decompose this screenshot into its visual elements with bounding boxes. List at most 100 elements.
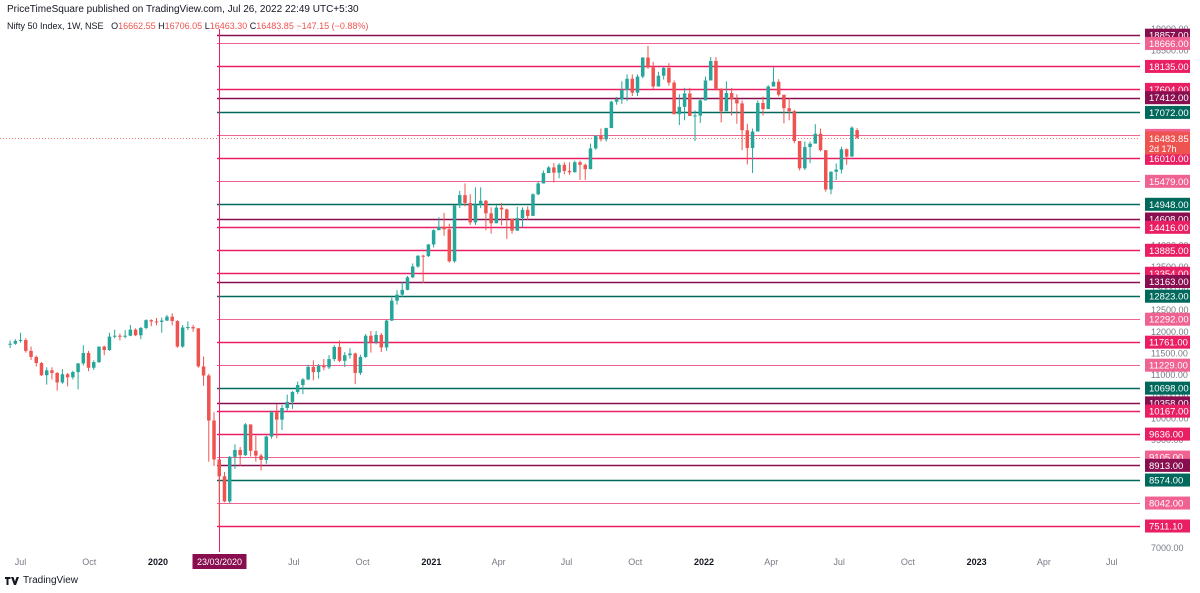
candle-body — [363, 335, 368, 357]
candle — [353, 352, 357, 385]
level-label-bg — [1145, 335, 1190, 349]
candle-body — [133, 329, 138, 336]
candle — [787, 98, 791, 121]
last-price-bg — [1145, 131, 1190, 155]
time-scale: Jul Oct 2020 Jul Oct 2021 Apr Jul Oct 2022 Apr Jul O… — [15, 554, 1118, 569]
candle — [92, 360, 96, 370]
candle — [745, 123, 750, 165]
candle-body — [207, 375, 211, 421]
candle — [264, 435, 269, 464]
candle-body — [667, 67, 671, 83]
candle — [510, 218, 514, 234]
candle-body — [782, 94, 786, 109]
candle-body — [593, 135, 598, 149]
candle — [410, 263, 415, 279]
candle — [212, 412, 216, 466]
level-label-bg — [1145, 36, 1190, 50]
candle — [813, 124, 818, 144]
candle — [484, 199, 488, 231]
candle-body — [792, 111, 797, 142]
candle-body — [186, 327, 190, 329]
candle-body — [421, 255, 425, 257]
level-label-bg — [1145, 197, 1190, 211]
candle-body — [227, 456, 232, 502]
candle — [771, 67, 776, 87]
level-label-text: 14608.00 — [1149, 215, 1189, 226]
candle — [583, 163, 587, 180]
candle-body — [159, 320, 164, 322]
candle — [756, 100, 760, 132]
high-label: H — [158, 21, 165, 31]
candle — [254, 435, 258, 462]
candle — [844, 148, 849, 165]
candles — [8, 45, 859, 527]
candle-body — [515, 218, 520, 231]
candle-body — [505, 209, 509, 219]
candle — [243, 423, 248, 456]
candle — [834, 163, 838, 180]
candle-body — [499, 207, 504, 210]
candle — [390, 297, 394, 322]
level-price-label: 8042.00 — [1145, 496, 1190, 510]
candle — [154, 317, 159, 326]
candle-body — [803, 147, 807, 169]
candle-body — [390, 300, 394, 321]
tradingview-footer[interactable]: TradingView — [5, 575, 78, 586]
candle — [327, 355, 331, 370]
candle — [468, 194, 472, 225]
candle — [180, 324, 185, 348]
candle-body — [264, 436, 269, 460]
candle-body — [583, 164, 587, 170]
candle-body — [405, 277, 410, 290]
candle-body — [630, 78, 635, 93]
candle — [8, 340, 12, 349]
level-price-label: 12292.00 — [1145, 312, 1190, 326]
candle — [128, 324, 133, 337]
candle — [625, 74, 629, 102]
candle-body — [614, 99, 619, 102]
close-label: C — [249, 21, 257, 31]
candle-body — [604, 128, 608, 140]
candle — [505, 208, 509, 239]
open-value: 16662.55 — [118, 21, 156, 31]
candle-body — [29, 350, 33, 357]
candle — [421, 254, 425, 283]
candle-body — [97, 346, 101, 363]
candle — [379, 333, 384, 353]
candle-body — [599, 135, 603, 140]
candle-body — [81, 353, 86, 364]
candle-body — [322, 366, 326, 368]
candle — [525, 206, 530, 220]
candle — [667, 63, 671, 86]
candle-body — [552, 167, 556, 173]
level-label-text: 18666.00 — [1149, 39, 1189, 50]
symbol-name[interactable]: Nifty 50 Index, 1W, NSE — [7, 21, 104, 31]
candle-body — [165, 316, 169, 321]
level-price-label: 17072.00 — [1145, 105, 1190, 119]
candle — [29, 346, 33, 360]
level-label-text: 17604.00 — [1149, 85, 1189, 96]
candle — [301, 378, 305, 395]
candle-body — [353, 353, 357, 373]
candle-body — [416, 255, 420, 267]
candle-body — [468, 202, 472, 223]
candle-body — [588, 148, 593, 170]
candle — [86, 350, 91, 372]
candle-body — [431, 230, 436, 245]
candle — [708, 57, 713, 81]
candle — [275, 404, 279, 439]
candle — [750, 128, 755, 174]
level-price-label: 11229.00 — [1145, 358, 1190, 372]
level-price-label: 18135.00 — [1145, 59, 1190, 73]
candle — [536, 181, 540, 196]
candle-body — [358, 356, 363, 373]
candle-body — [578, 162, 582, 165]
candle-body — [447, 229, 452, 262]
candle — [735, 94, 739, 124]
level-label-bg — [1145, 275, 1190, 289]
candle — [71, 370, 75, 380]
candle-body — [50, 370, 54, 373]
candle — [839, 146, 844, 174]
candle — [593, 135, 598, 150]
